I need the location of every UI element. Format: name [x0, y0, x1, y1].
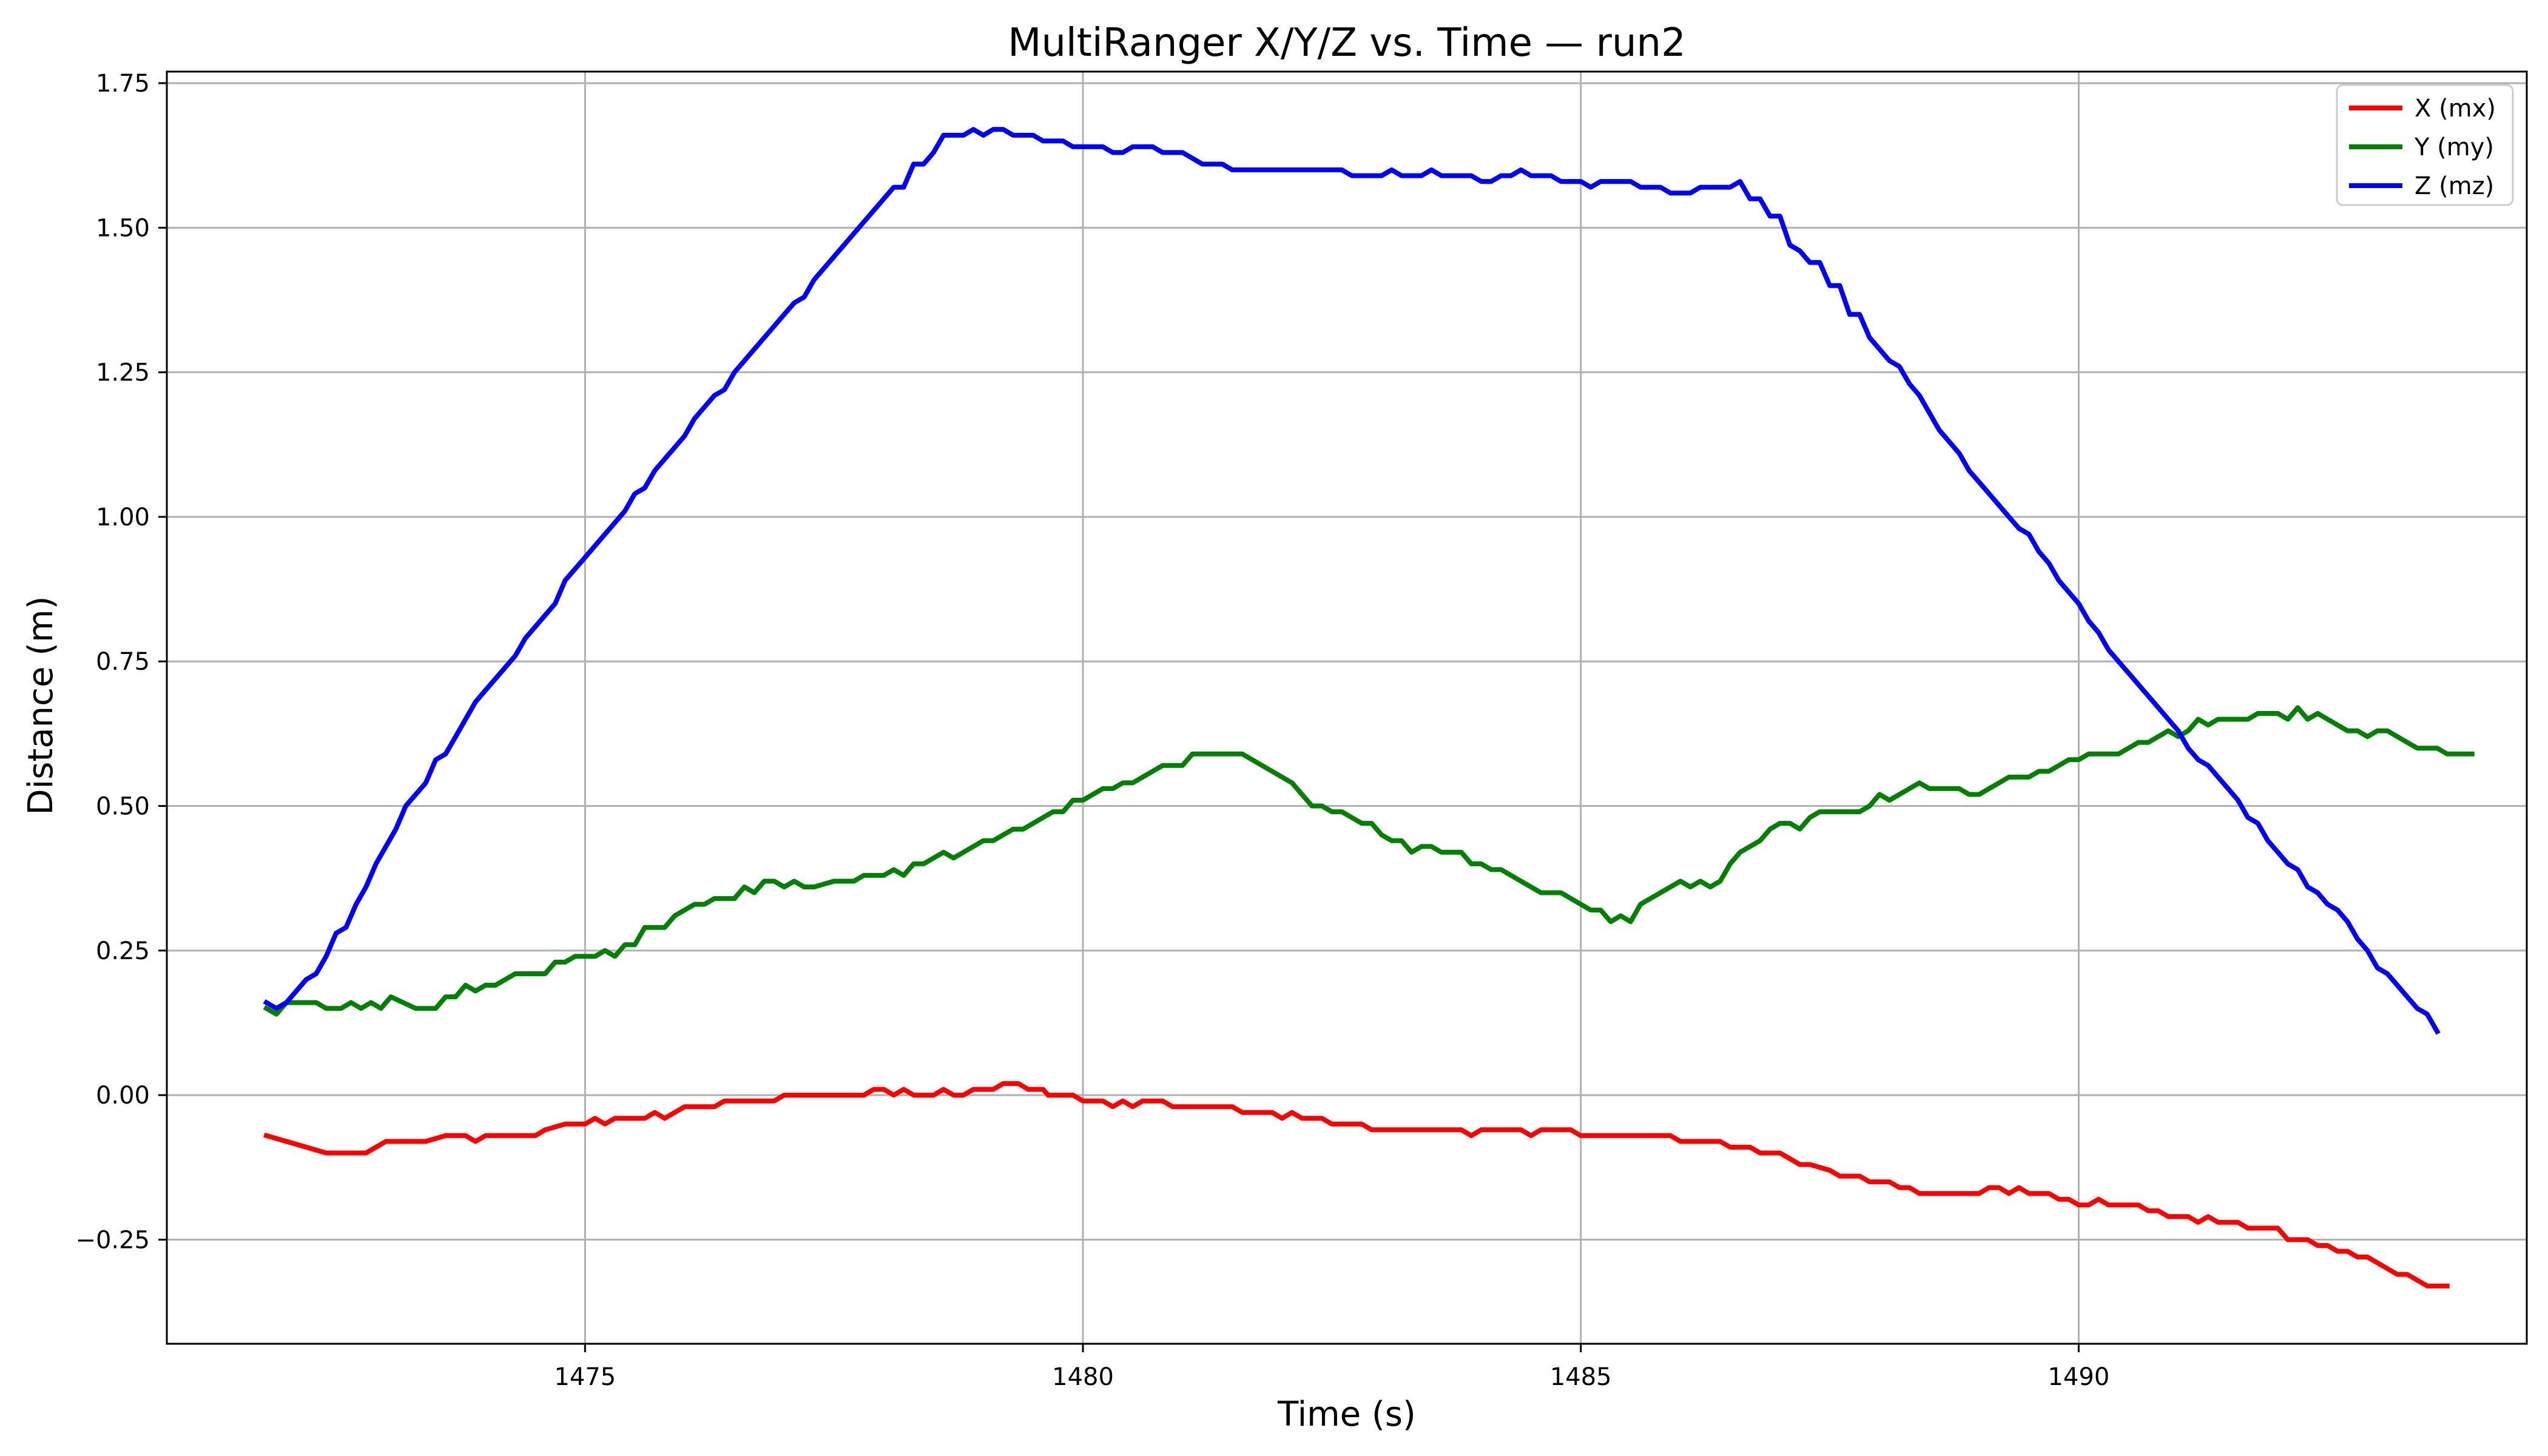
y-tick-label: 1.75 — [96, 70, 150, 98]
y-tick-label: 0.25 — [96, 937, 150, 965]
y-tick-label: 1.00 — [96, 504, 150, 531]
series-line-x — [263, 1081, 2450, 1289]
legend: X (mx) Y (my) Z (mz) — [2336, 84, 2514, 206]
axis-ticks: 1475 1480 1485 1490 −0.25 0.00 0.25 0.50 0.75 1.0… — [75, 70, 2109, 1391]
x-tick-label: 1475 — [554, 1363, 616, 1391]
y-tick-label: 1.25 — [96, 359, 150, 387]
legend-label: X (mx) — [2415, 95, 2496, 123]
x-tick-label: 1480 — [1052, 1363, 1114, 1391]
chart-title: MultiRanger X/Y/Z vs. Time — run2 — [1008, 21, 1686, 66]
plot-series — [263, 127, 2475, 1289]
x-tick-label: 1490 — [2048, 1363, 2109, 1391]
series-line-z — [263, 127, 2441, 1035]
legend-box — [2336, 84, 2514, 206]
x-tick-label: 1485 — [1550, 1363, 1612, 1391]
y-tick-label: 0.00 — [96, 1082, 150, 1110]
legend-label: Y (my) — [2414, 133, 2494, 161]
plot-area-frame — [166, 70, 2528, 1345]
y-tick-label: 1.50 — [96, 214, 150, 242]
grid-lines — [167, 72, 2527, 1344]
legend-label: Z (mz) — [2415, 172, 2494, 200]
x-axis-label: Time (s) — [1277, 1395, 1416, 1434]
series-line-y — [263, 705, 2475, 1017]
y-axis-label: Distance (m) — [21, 596, 61, 815]
y-tick-label: 0.50 — [96, 793, 150, 821]
y-tick-label: 0.75 — [96, 648, 150, 676]
y-tick-label: −0.25 — [75, 1226, 150, 1254]
